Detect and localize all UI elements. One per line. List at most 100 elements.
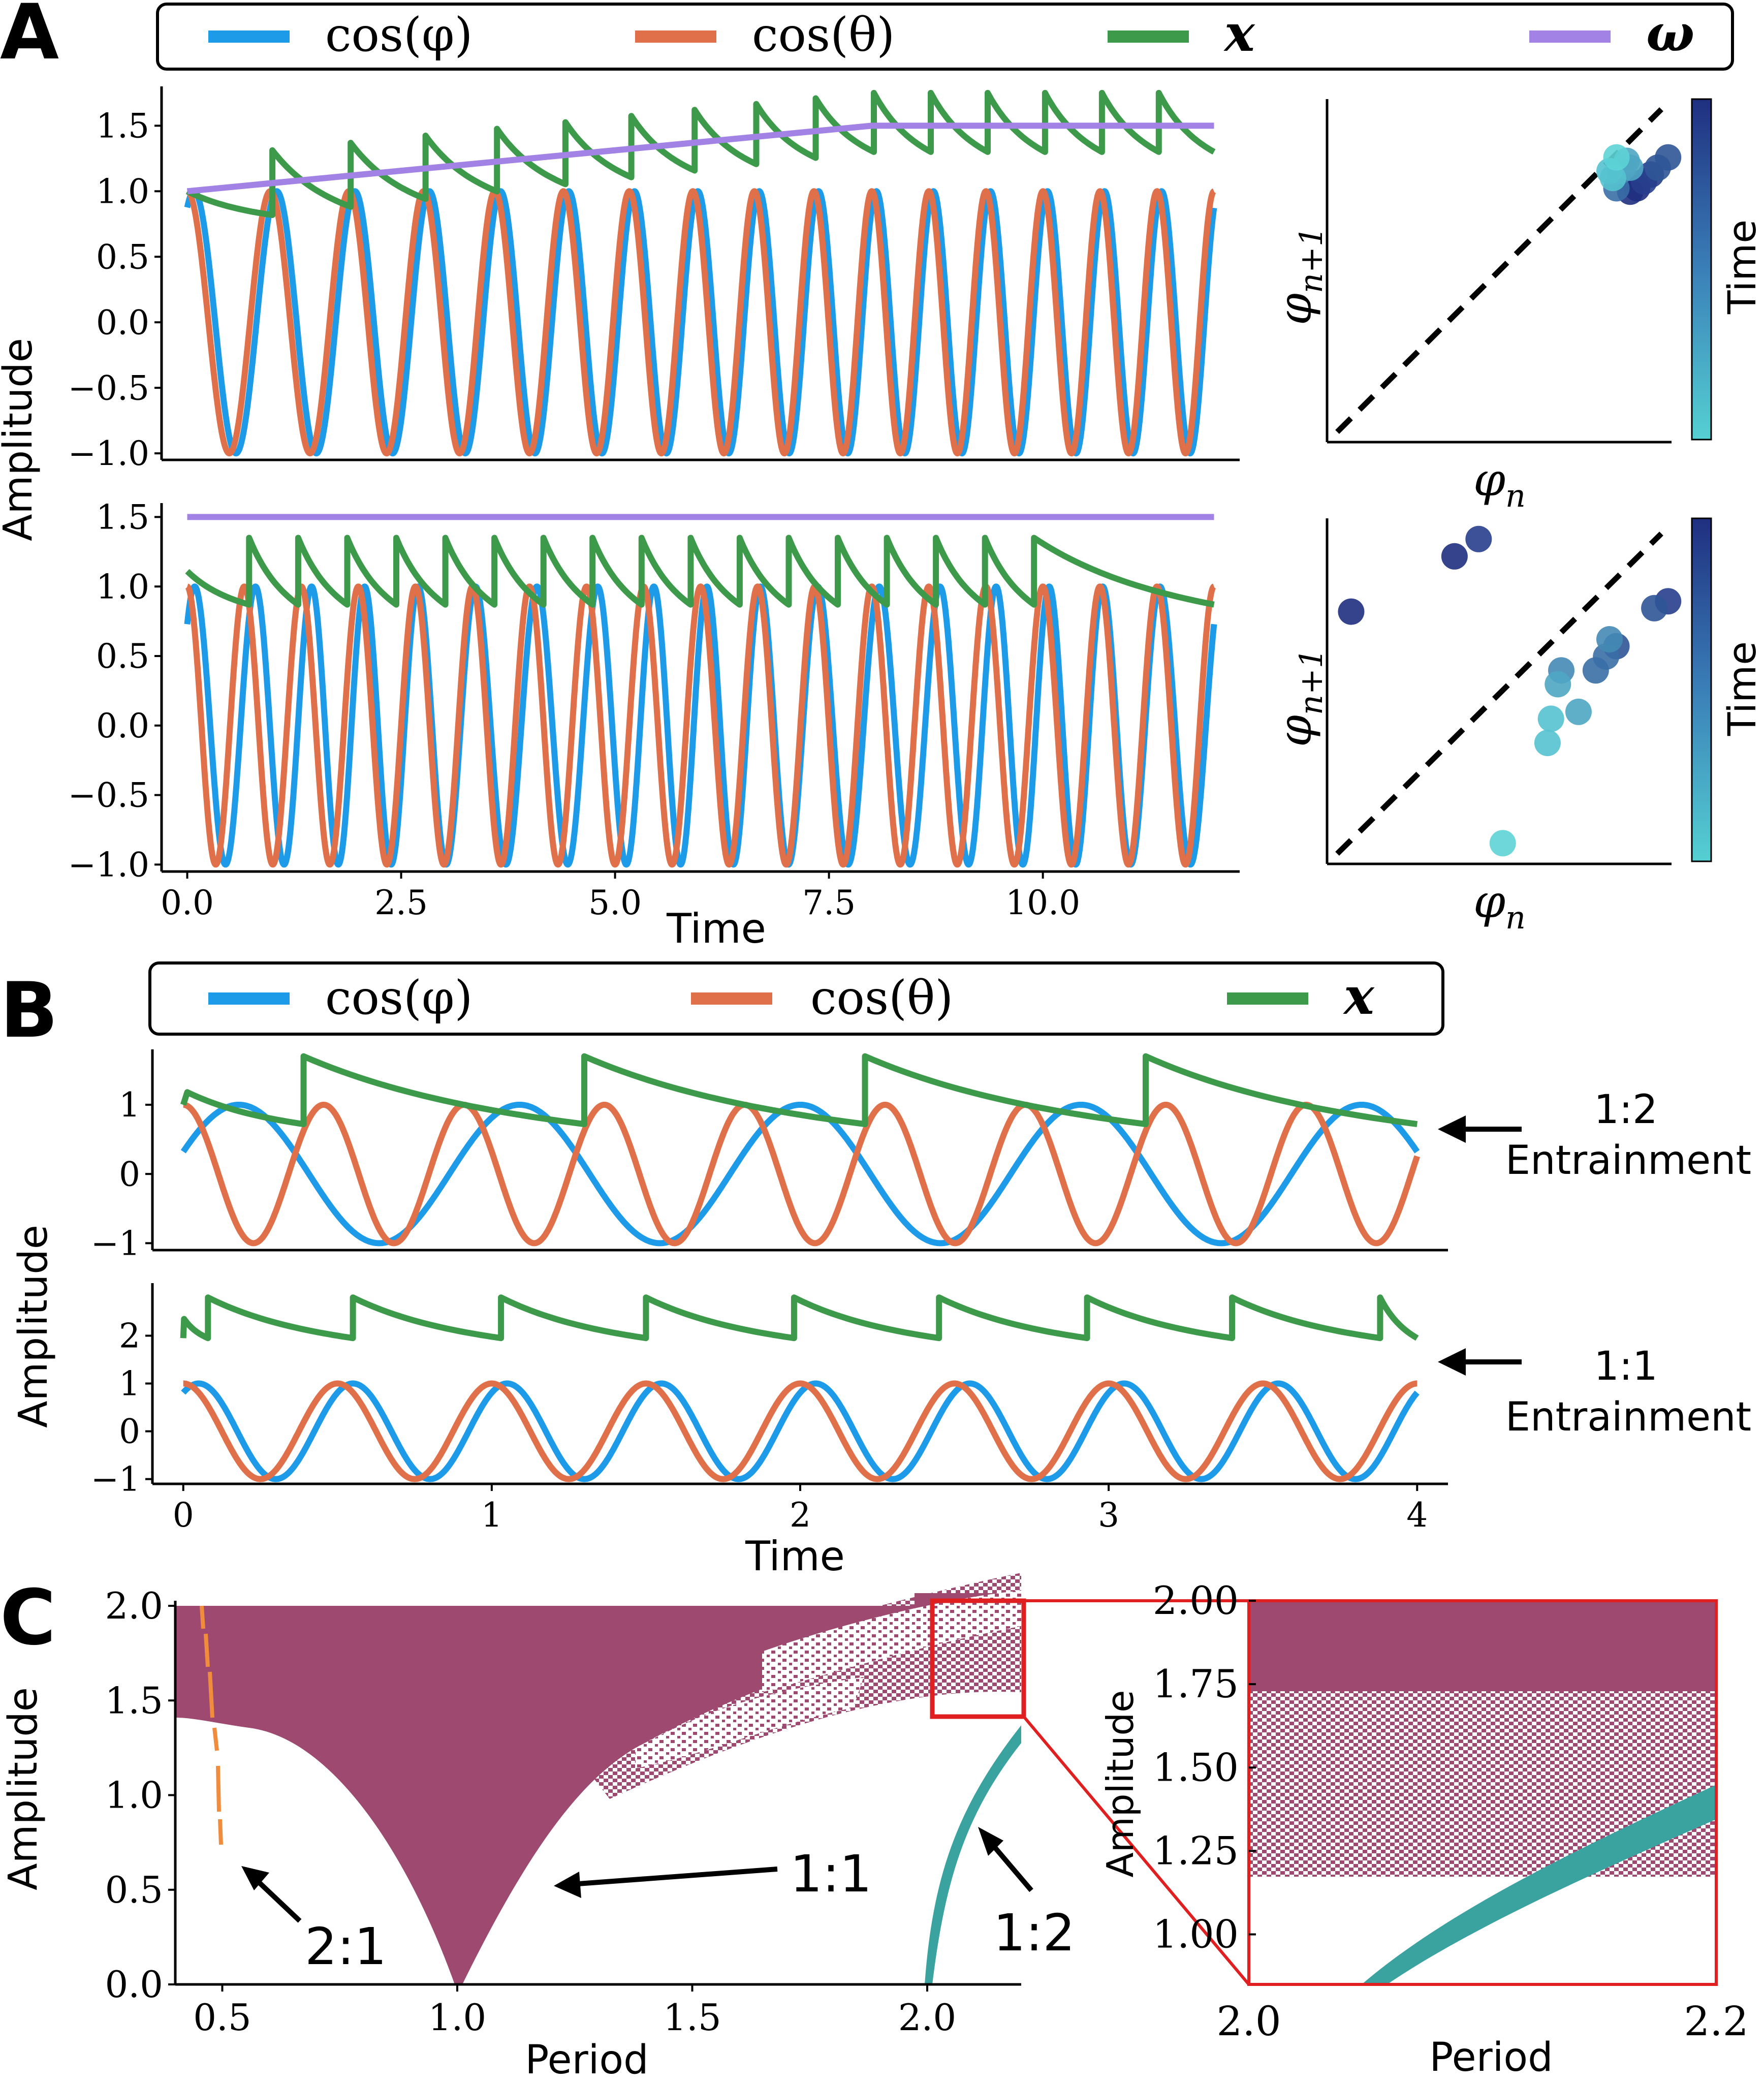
series-cos-theta [181, 1102, 1421, 1247]
map-top-ylabel: φn+1 [1269, 227, 1330, 325]
ytick-label: 1.0 [96, 172, 149, 211]
map-point [1534, 730, 1561, 756]
ytick-label: 1.5 [105, 1679, 163, 1722]
a-top-series [184, 89, 1217, 457]
c-annotation-label: 2:1 [305, 1917, 387, 1976]
ytick-label: −1 [91, 1460, 140, 1499]
c-main-axes: 0.0 0.5 1.0 1.5 2.0 0.5 1.0 1.5 2.0 [105, 1573, 1250, 2039]
ytick-label: −1 [91, 1224, 140, 1263]
ytick-label: 1.5 [96, 498, 149, 537]
ytick-label: 0.0 [96, 706, 149, 745]
region-1-2 [925, 1725, 1021, 1984]
ytick-label: 0.0 [96, 303, 149, 342]
zoom-box [930, 1598, 1026, 1719]
b-annotation-text: Entrainment [1505, 1394, 1751, 1440]
region-1-1 [175, 1593, 1021, 1984]
ytick-label: 2.00 [1153, 1578, 1239, 1623]
colorbar-top [1691, 98, 1712, 441]
ytick-label: 1 [119, 1364, 140, 1404]
c-annotation-1-2: 1:2 [978, 1827, 1075, 1963]
ytick-label: 1.50 [1153, 1745, 1239, 1790]
map-bottom-xlabel: φn [1473, 875, 1526, 936]
map-point [1489, 830, 1516, 857]
legend-label-cos-theta: cos(θ) [752, 8, 895, 62]
legend-label-omega: ω [1646, 3, 1694, 63]
xtick-label: 3 [1098, 1496, 1119, 1535]
legend-label-cos-theta: cos(θ) [810, 971, 953, 1025]
colorbar-top-label: Time [1719, 220, 1764, 315]
c-xlabel: Period [525, 2037, 648, 2083]
ytick-label: 0 [119, 1412, 140, 1451]
xtick-label: 1.5 [663, 1996, 721, 2039]
c-inset: 1.00 1.25 1.50 1.75 2.00 2.0 2.2 Amplitude Pe… [1099, 1578, 1749, 2080]
a-bottom-axes: 1.5 1.0 0.5 0.0 −0.5 −1.0 0.0 2.5 5.0 7.5 10.0 [68, 498, 1240, 922]
b-annotation-ratio: 1:1 [1594, 1344, 1658, 1389]
ytick-label: 0.5 [105, 1869, 163, 1911]
ytick-label: 1.75 [1153, 1661, 1239, 1706]
inset-xlabel: Period [1429, 2035, 1553, 2080]
xtick-label: 2 [790, 1496, 811, 1535]
identity-line [1335, 532, 1663, 856]
map-point [1655, 144, 1682, 171]
c-annotation-1-1: 1:1 [554, 1844, 872, 1904]
ytick-label: 0.5 [96, 237, 149, 276]
colorbar-bottom [1691, 517, 1712, 862]
ytick-label: 0 [119, 1155, 140, 1194]
region-1-1-speckle-sparse [635, 1677, 864, 1768]
map-point [1465, 525, 1492, 552]
legend-label-x: x [1343, 966, 1375, 1026]
a-top-axes: 1.5 1.0 0.5 0.0 −0.5 −1.0 [68, 86, 1240, 473]
xtick-label: 2.5 [374, 883, 428, 922]
legend-label-cos-phi: cos(φ) [325, 8, 472, 62]
inset-region-1-2 [1362, 1785, 1716, 1984]
ytick-label: 1.25 [1153, 1828, 1239, 1873]
ytick-label: −0.5 [68, 368, 149, 408]
legend-label-cos-phi: cos(φ) [325, 971, 472, 1025]
b-xlabel: Time [745, 1533, 845, 1580]
colorbar-bottom-label: Time [1719, 641, 1764, 736]
ytick-label: −1.0 [68, 434, 149, 473]
ytick-label: 0.0 [105, 1963, 163, 2006]
b-annotation-text: Entrainment [1505, 1138, 1751, 1184]
map-top-xlabel: φn [1473, 453, 1526, 514]
ytick-label: 2.0 [105, 1584, 163, 1627]
b-annotation-1-2: 1:2 Entrainment [1438, 1087, 1751, 1184]
panel-label-a: A [0, 0, 59, 77]
xtick-label: 1.0 [428, 1996, 487, 2039]
xtick-label: 2.0 [1216, 1998, 1281, 2045]
c-annotation-label: 1:1 [790, 1844, 872, 1904]
ytick-label: 1.5 [96, 106, 149, 145]
c-ylabel: Amplitude [1, 1687, 46, 1890]
b-annotation-1-1: 1:1 Entrainment [1438, 1344, 1751, 1440]
xtick-label: 7.5 [802, 883, 856, 922]
series-cos-theta [184, 583, 1217, 868]
panel-label-b: B [0, 967, 58, 1055]
map-bottom-ylabel: φn+1 [1269, 648, 1330, 747]
c-annotation-label: 1:2 [993, 1903, 1075, 1963]
map-point [1641, 595, 1668, 621]
a-map-bottom: φn φn+1 Time [1269, 517, 1764, 936]
map-point [1338, 598, 1365, 625]
inset-ylabel: Amplitude [1099, 1690, 1142, 1878]
ytick-label: 2 [119, 1317, 140, 1356]
series-x [180, 1294, 1419, 1342]
ytick-label: −1.0 [68, 845, 149, 884]
ytick-label: 1.0 [96, 567, 149, 606]
map-point [1545, 671, 1571, 698]
xtick-label: 0.0 [161, 883, 214, 922]
panel-label-c: C [0, 1574, 56, 1662]
series-cos-theta [181, 1380, 1420, 1482]
a-map-top: φn φn+1 Time [1269, 98, 1764, 514]
xtick-label: 10.0 [1005, 883, 1080, 922]
series-cos-phi [184, 583, 1217, 868]
region-2-1 [200, 1605, 223, 1845]
c-annotation-2-1: 2:1 [241, 1866, 387, 1976]
xtick-label: 2.2 [1684, 1998, 1748, 2045]
xtick-label: 1 [481, 1496, 502, 1535]
ytick-label: 1.00 [1153, 1912, 1239, 1957]
ytick-label: −0.5 [68, 776, 149, 815]
a-bottom-series [184, 514, 1217, 868]
b-top-series [180, 1053, 1421, 1247]
map-point [1565, 698, 1592, 725]
series-cos-phi [184, 188, 1217, 457]
